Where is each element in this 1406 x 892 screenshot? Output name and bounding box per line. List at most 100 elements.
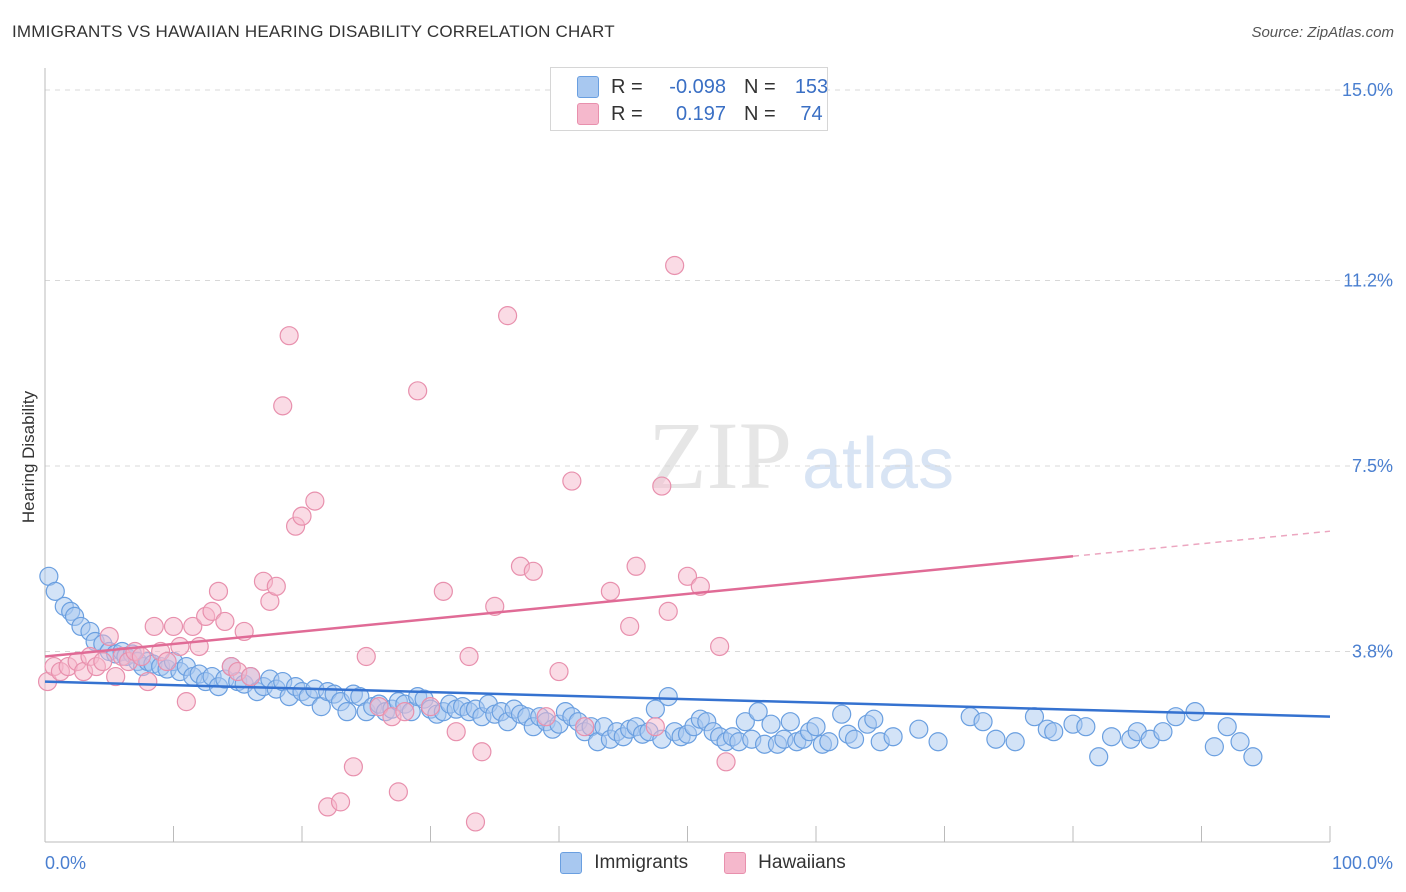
immigrants-point (761, 714, 781, 734)
legend-row-hawaiians: R = 0.197 N = 74 (577, 101, 834, 127)
hawaiians-point (408, 381, 428, 401)
immigrants-point (928, 732, 948, 752)
legend-hawaiians: Hawaiians (724, 852, 846, 874)
hawaiians-point (356, 646, 376, 667)
n-label: N = (744, 102, 776, 125)
immigrants-point (1005, 732, 1025, 752)
immigrants-point (806, 717, 826, 737)
immigrants-point (883, 727, 903, 747)
immigrants-point (986, 729, 1006, 749)
hawaiians-point (523, 561, 543, 581)
hawaiians-point (388, 782, 408, 802)
hawaiians-point (620, 616, 640, 637)
y-tick-label: 3.8% (1352, 642, 1393, 662)
r-value: -0.098 (669, 75, 726, 98)
hawaiians-point (273, 396, 293, 416)
y-tick-label: 15.0% (1342, 80, 1393, 100)
immigrants-point (1153, 722, 1173, 742)
immigrants-point (1204, 737, 1224, 757)
immigrants-legend-label: Immigrants (594, 852, 689, 873)
hawaiians-point (93, 651, 113, 672)
r-value: 0.197 (675, 102, 726, 125)
hawaiians-point (498, 306, 518, 326)
hawaiians-point (176, 692, 196, 712)
r-label: R = (611, 102, 643, 125)
series-legend: Immigrants Hawaiians (0, 852, 1406, 874)
hawaiians-point (106, 666, 126, 687)
watermark-atlas: atlas (802, 424, 954, 504)
hawaiians-point (433, 581, 453, 601)
axes (44, 68, 1331, 843)
hawaiians-point (677, 566, 698, 586)
hawaiians-point (658, 601, 678, 621)
immigrants-point (864, 709, 884, 729)
hawaiians-point (472, 742, 492, 762)
hawaiians-point (305, 491, 325, 511)
watermark-zip: ZIP (648, 402, 792, 509)
hawaiians-point (600, 581, 621, 601)
hawaiians-point (131, 646, 151, 667)
legend-immigrants: Immigrants (560, 852, 688, 874)
n-value: 153 (794, 75, 829, 98)
hawaiians-point (485, 596, 505, 616)
hawaiians-point (163, 616, 184, 637)
immigrants-point (1217, 717, 1237, 737)
x-tick-label: 0.0% (45, 853, 86, 873)
immigrants-point (735, 712, 755, 732)
hawaiians-point (652, 476, 672, 496)
y-axis-title: Hearing Disability (19, 390, 38, 523)
immigrants-point (658, 687, 678, 707)
hawaiians-point (144, 616, 164, 637)
immigrants-point (1243, 747, 1263, 767)
hawaiians-trend-line (44, 555, 1074, 658)
immigrants-point (748, 702, 768, 722)
legend-row-immigrants: R = -0.098 N = 153 (577, 74, 834, 100)
hawaiians-point (343, 757, 363, 777)
hawaiians-point (626, 556, 646, 576)
hawaiians-point (183, 616, 203, 637)
immigrants-point (1076, 717, 1096, 737)
hawaiians-point (170, 636, 190, 657)
y-tick-label: 7.5% (1352, 456, 1393, 476)
immigrants-point (819, 732, 839, 752)
hawaiians-point (99, 626, 119, 647)
hawaiians-point (215, 611, 235, 632)
r-label: R = (611, 75, 643, 98)
chart-title: IMMIGRANTS VS HAWAIIAN HEARING DISABILIT… (12, 22, 615, 41)
hawaiians-point (459, 646, 479, 667)
n-label: N = (744, 75, 776, 98)
hawaiians-point (241, 666, 261, 687)
hawaiians-point (266, 576, 286, 596)
hawaiians-point (330, 792, 351, 812)
immigrants-point (780, 712, 800, 732)
immigrants-point (1230, 732, 1250, 752)
source-credit: Source: ZipAtlas.com (1251, 24, 1394, 41)
immigrants-point (1089, 747, 1109, 767)
hawaiians-point (716, 752, 736, 772)
grid-lines (45, 89, 1392, 653)
immigrants-point (337, 702, 357, 722)
tick-labels: 3.8% 7.5% 11.2% 15.0% 0.0% 100.0% (45, 80, 1393, 873)
correlation-legend: R = -0.098 N = 153 R = 0.197 N = 74 (550, 67, 828, 131)
hawaiians-point (549, 661, 569, 682)
hawaiians-legend-label: Hawaiians (758, 852, 846, 873)
hawaiians-point (157, 651, 177, 672)
immigrants-point (1044, 722, 1064, 742)
y-tick-label: 11.2% (1343, 271, 1393, 291)
hawaiians-swatch (577, 103, 599, 125)
immigrants-point (1101, 727, 1122, 747)
immigrants-point (844, 729, 865, 749)
immigrants-point (45, 581, 65, 601)
hawaiians-point (202, 601, 222, 621)
n-value: 74 (800, 102, 823, 125)
immigrants-point (832, 704, 852, 724)
immigrants-point (909, 719, 929, 739)
data-points (37, 255, 1263, 832)
hawaiians-point (138, 671, 158, 692)
hawaiians-point (292, 506, 312, 526)
hawaiians-point (279, 326, 299, 346)
hawaiians-point (465, 812, 486, 832)
immigrants-point (973, 712, 993, 732)
immigrants-trend-line (44, 680, 1331, 718)
